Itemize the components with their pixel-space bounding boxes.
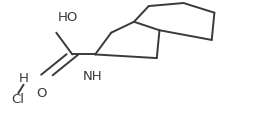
Text: H: H [19, 72, 28, 85]
Text: HO: HO [58, 11, 78, 24]
Text: Cl: Cl [12, 93, 25, 106]
Text: NH: NH [83, 70, 102, 83]
Text: O: O [36, 87, 47, 100]
